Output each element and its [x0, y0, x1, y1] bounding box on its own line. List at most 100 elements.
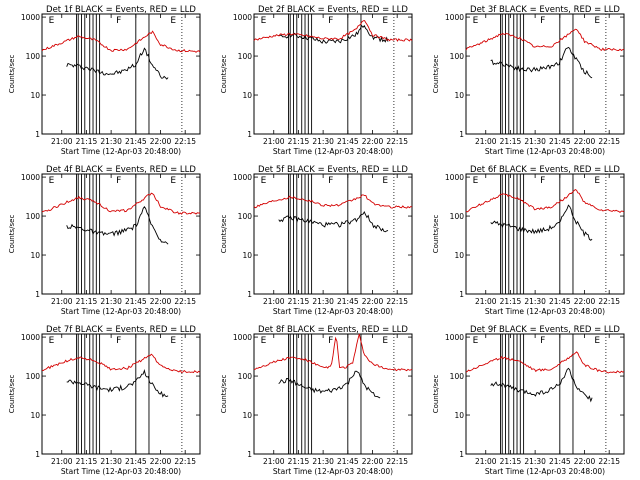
- x-tick-label: 22:15: [174, 297, 196, 306]
- x-tick-label: 22:00: [574, 457, 596, 466]
- y-tick-label: 1: [35, 290, 40, 299]
- y-tick-label: 1: [35, 450, 40, 459]
- x-tick-label: 21:00: [475, 137, 497, 146]
- region-label: E: [473, 176, 479, 186]
- region-label: E: [170, 16, 176, 26]
- x-tick-label: 21:45: [549, 457, 571, 466]
- x-tick-label: 22:15: [174, 137, 196, 146]
- series-line-events: [66, 206, 169, 245]
- x-tick-label: 22:15: [386, 297, 408, 306]
- region-label: F: [540, 16, 545, 26]
- x-tick-label: 21:30: [524, 457, 546, 466]
- series-line-lld: [465, 351, 625, 374]
- panel-title: Det 1f BLACK = Events, RED = LLD: [46, 5, 196, 15]
- x-tick-label: 21:30: [100, 137, 122, 146]
- y-axis-label: Counts/sec: [432, 55, 440, 94]
- x-tick-label: 22:00: [150, 457, 172, 466]
- panel-det-5: Det 5f BLACK = Events, RED = LLD 1 10 100 10…: [220, 165, 413, 316]
- x-tick-label: 22:15: [598, 137, 620, 146]
- series-line-lld: [253, 20, 413, 42]
- y-tick-label: 1: [247, 290, 252, 299]
- y-tick-label: 100: [450, 52, 465, 61]
- x-tick-label: 21:15: [500, 137, 522, 146]
- x-tick-label: 21:00: [263, 457, 285, 466]
- plot-frame: [465, 333, 625, 455]
- x-tick-label: 21:45: [337, 137, 359, 146]
- x-tick-label: 21:00: [263, 137, 285, 146]
- series-line-events: [490, 204, 593, 241]
- y-tick-label: 10: [454, 251, 464, 260]
- x-tick-label: 22:15: [598, 457, 620, 466]
- x-tick-label: 21:15: [288, 297, 310, 306]
- x-tick-label: 21:15: [288, 137, 310, 146]
- panel-title: Det 3f BLACK = Events, RED = LLD: [470, 5, 620, 15]
- x-axis-label: Start Time (12-Apr-03 20:48:00): [61, 147, 181, 156]
- x-tick-label: 21:00: [263, 297, 285, 306]
- series-line-lld: [253, 333, 413, 372]
- y-tick-label: 100: [238, 372, 253, 381]
- x-tick-label: 21:45: [337, 457, 359, 466]
- x-tick-label: 22:15: [386, 137, 408, 146]
- x-axis-label: Start Time (12-Apr-03 20:48:00): [273, 467, 393, 476]
- y-axis-label: Counts/sec: [220, 375, 228, 414]
- y-axis-label: Counts/sec: [432, 215, 440, 254]
- series-line-lld: [465, 188, 625, 213]
- region-label: E: [261, 336, 267, 346]
- series-line-lld: [253, 194, 413, 209]
- series-line-lld: [41, 192, 201, 215]
- region-label: E: [382, 336, 388, 346]
- series-line-lld: [41, 30, 201, 53]
- region-label: F: [328, 16, 333, 26]
- plot-frame: [465, 13, 625, 135]
- region-label: F: [540, 336, 545, 346]
- x-tick-label: 22:00: [574, 137, 596, 146]
- x-tick-label: 21:00: [51, 137, 73, 146]
- plot-frame: [41, 173, 201, 295]
- panel-det-7: Det 7f BLACK = Events, RED = LLD 1 10 100 10…: [8, 325, 201, 476]
- x-tick-label: 21:15: [76, 297, 98, 306]
- series-line-lld: [465, 28, 625, 52]
- y-axis-label: Counts/sec: [432, 375, 440, 414]
- series-line-lld: [41, 353, 201, 374]
- region-label: F: [328, 176, 333, 186]
- panel-det-2: Det 2f BLACK = Events, RED = LLD 1 10 100 10…: [220, 5, 413, 156]
- y-axis-label: Counts/sec: [220, 55, 228, 94]
- x-tick-label: 22:15: [386, 457, 408, 466]
- plot-frame: [253, 333, 413, 455]
- x-tick-label: 22:00: [574, 297, 596, 306]
- y-tick-label: 1: [459, 450, 464, 459]
- region-label: E: [382, 176, 388, 186]
- series-line-events: [278, 211, 389, 233]
- region-label: E: [49, 16, 55, 26]
- x-axis-label: Start Time (12-Apr-03 20:48:00): [485, 147, 605, 156]
- x-tick-label: 21:30: [524, 137, 546, 146]
- x-axis-label: Start Time (12-Apr-03 20:48:00): [273, 147, 393, 156]
- x-tick-label: 22:00: [362, 457, 384, 466]
- x-axis-label: Start Time (12-Apr-03 20:48:00): [485, 307, 605, 316]
- plot-frame: [41, 13, 201, 135]
- region-label: E: [473, 16, 479, 26]
- y-tick-label: 100: [450, 372, 465, 381]
- x-tick-label: 22:00: [362, 137, 384, 146]
- panel-title: Det 7f BLACK = Events, RED = LLD: [46, 325, 196, 335]
- y-tick-label: 10: [242, 251, 252, 260]
- y-tick-label: 100: [26, 212, 41, 221]
- panel-det-4: Det 4f BLACK = Events, RED = LLD 1 10 100 10…: [8, 165, 201, 316]
- x-tick-label: 21:30: [312, 137, 334, 146]
- region-label: E: [49, 176, 55, 186]
- panel-title: Det 6f BLACK = Events, RED = LLD: [470, 165, 620, 175]
- region-label: E: [170, 176, 176, 186]
- y-tick-label: 1000: [233, 173, 252, 182]
- region-label: E: [261, 176, 267, 186]
- series-line-events: [66, 47, 169, 80]
- plot-frame: [253, 13, 413, 135]
- y-tick-label: 10: [30, 251, 40, 260]
- region-label: E: [49, 336, 55, 346]
- series-line-events: [278, 370, 381, 399]
- x-tick-label: 21:15: [76, 137, 98, 146]
- panel-title: Det 2f BLACK = Events, RED = LLD: [258, 5, 408, 15]
- y-tick-label: 10: [30, 411, 40, 420]
- x-tick-label: 21:45: [125, 137, 147, 146]
- panel-title: Det 9f BLACK = Events, RED = LLD: [470, 325, 620, 335]
